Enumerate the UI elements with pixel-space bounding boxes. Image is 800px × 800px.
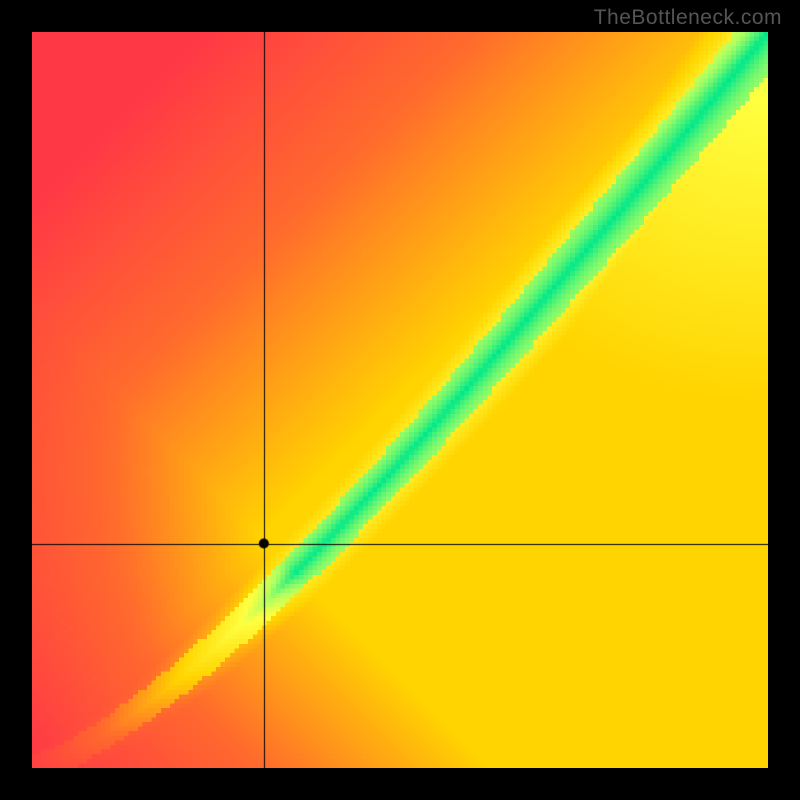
crosshair-overlay bbox=[32, 32, 768, 768]
watermark-text: TheBottleneck.com bbox=[594, 6, 782, 30]
chart-container: TheBottleneck.com bbox=[0, 0, 800, 800]
plot-area bbox=[32, 32, 768, 768]
